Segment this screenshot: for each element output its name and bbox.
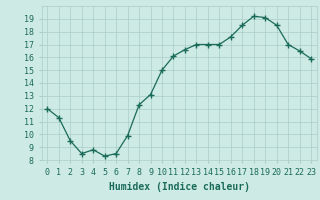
X-axis label: Humidex (Indice chaleur): Humidex (Indice chaleur) [109,182,250,192]
